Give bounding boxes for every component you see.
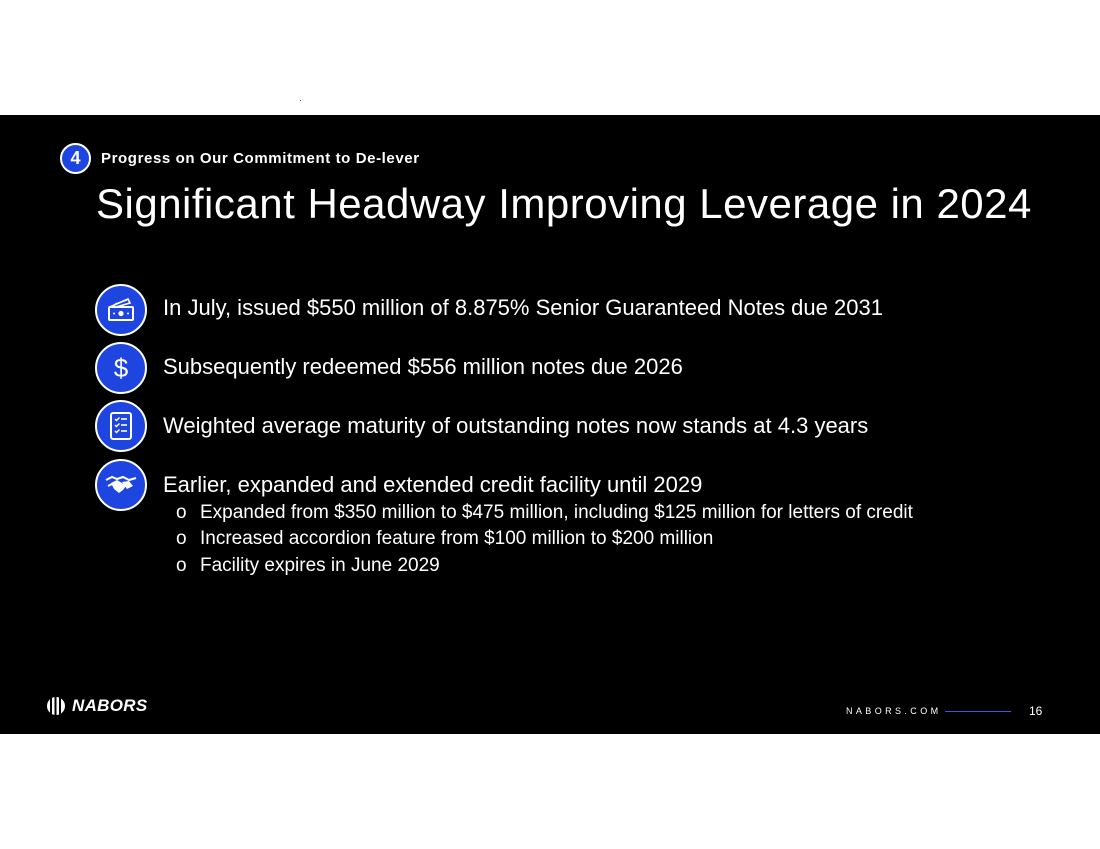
sub-bullet-marker: o: [176, 502, 187, 523]
bullet-text: Subsequently redeemed $556 million notes…: [163, 354, 683, 379]
page-number: 16: [1029, 704, 1043, 718]
website-label: NABORS.COM: [846, 706, 942, 716]
section-label: Progress on Our Commitment to De-lever: [101, 150, 420, 167]
sub-list-item: o Facility expires in June 2029: [176, 555, 440, 577]
slide-background: [0, 115, 1100, 734]
footer-divider: [945, 711, 1011, 712]
dollar-glyph: $: [113, 352, 129, 383]
checklist-icon: [95, 400, 147, 452]
money-icon: [95, 284, 147, 336]
dollar-icon: $: [95, 342, 147, 394]
stray-dot: [300, 100, 301, 101]
bullet-text: Earlier, expanded and extended credit fa…: [163, 472, 703, 497]
sub-bullet-marker: o: [176, 555, 187, 576]
section-number-badge: 4: [60, 143, 91, 174]
sub-bullet-text: Increased accordion feature from $100 mi…: [200, 528, 714, 549]
sub-bullet-text: Expanded from $350 million to $475 milli…: [200, 502, 913, 523]
sub-list-item: o Increased accordion feature from $100 m…: [176, 528, 713, 550]
sub-bullet-text: Facility expires in June 2029: [200, 555, 440, 576]
handshake-icon: [95, 459, 147, 511]
bullet-text: In July, issued $550 million of 8.875% S…: [163, 295, 883, 320]
logo-text: NABORS: [72, 696, 148, 715]
slide-title: Significant Headway Improving Leverage i…: [96, 180, 1032, 227]
bullet-text: Weighted average maturity of outstanding…: [163, 413, 869, 438]
nabors-logo: NABORS: [46, 696, 147, 716]
logo-mark-icon: [47, 697, 65, 715]
sub-list-item: o Expanded from $350 million to $475 mill…: [176, 502, 913, 524]
sub-bullet-marker: o: [176, 528, 187, 549]
